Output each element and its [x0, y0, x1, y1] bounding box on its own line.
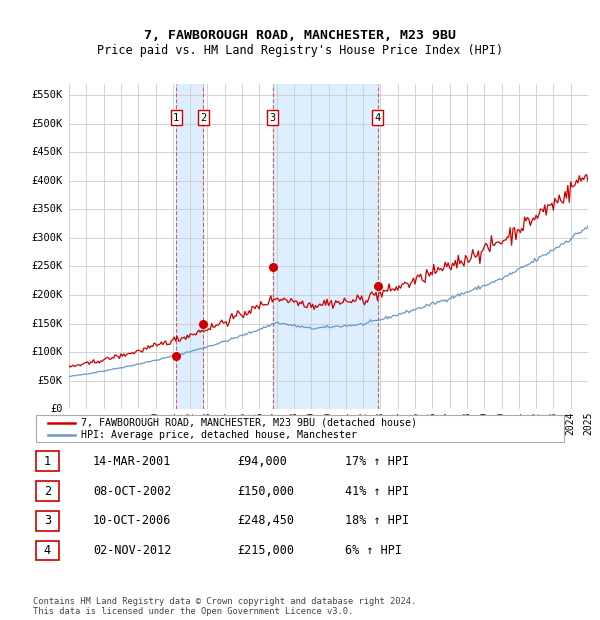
Text: 6% ↑ HPI: 6% ↑ HPI: [345, 544, 402, 557]
Text: 2: 2: [44, 485, 51, 497]
Text: £300K: £300K: [32, 233, 63, 243]
Text: £150,000: £150,000: [237, 485, 294, 497]
Text: 10-OCT-2006: 10-OCT-2006: [93, 515, 172, 527]
Text: 1: 1: [173, 113, 179, 123]
Text: Contains HM Land Registry data © Crown copyright and database right 2024.: Contains HM Land Registry data © Crown c…: [33, 597, 416, 606]
Bar: [176, 84, 203, 409]
Text: 4: 4: [44, 544, 51, 557]
Text: £550K: £550K: [32, 90, 63, 100]
Text: 17% ↑ HPI: 17% ↑ HPI: [345, 455, 409, 467]
Text: 3: 3: [44, 515, 51, 527]
Text: £100K: £100K: [32, 347, 63, 357]
Text: 7, FAWBOROUGH ROAD, MANCHESTER, M23 9BU (detached house): 7, FAWBOROUGH ROAD, MANCHESTER, M23 9BU …: [81, 418, 417, 428]
Text: 2: 2: [200, 113, 206, 123]
Text: 18% ↑ HPI: 18% ↑ HPI: [345, 515, 409, 527]
Bar: [272, 84, 377, 409]
Text: 4: 4: [374, 113, 381, 123]
Text: £215,000: £215,000: [237, 544, 294, 557]
Text: 08-OCT-2002: 08-OCT-2002: [93, 485, 172, 497]
Text: £248,450: £248,450: [237, 515, 294, 527]
Text: 41% ↑ HPI: 41% ↑ HPI: [345, 485, 409, 497]
Text: 7, FAWBOROUGH ROAD, MANCHESTER, M23 9BU: 7, FAWBOROUGH ROAD, MANCHESTER, M23 9BU: [144, 30, 456, 42]
Text: 14-MAR-2001: 14-MAR-2001: [93, 455, 172, 467]
Text: 1: 1: [44, 455, 51, 467]
Text: Price paid vs. HM Land Registry's House Price Index (HPI): Price paid vs. HM Land Registry's House …: [97, 45, 503, 57]
Text: £450K: £450K: [32, 147, 63, 157]
Text: £50K: £50K: [38, 376, 63, 386]
Text: HPI: Average price, detached house, Manchester: HPI: Average price, detached house, Manc…: [81, 430, 357, 440]
Text: This data is licensed under the Open Government Licence v3.0.: This data is licensed under the Open Gov…: [33, 608, 353, 616]
Text: 02-NOV-2012: 02-NOV-2012: [93, 544, 172, 557]
Text: £94,000: £94,000: [237, 455, 287, 467]
Text: £500K: £500K: [32, 118, 63, 129]
Text: £200K: £200K: [32, 290, 63, 300]
Text: £150K: £150K: [32, 319, 63, 329]
Text: £350K: £350K: [32, 205, 63, 215]
Text: £400K: £400K: [32, 176, 63, 186]
Text: £0: £0: [50, 404, 63, 414]
Text: 3: 3: [269, 113, 276, 123]
Text: £250K: £250K: [32, 262, 63, 272]
